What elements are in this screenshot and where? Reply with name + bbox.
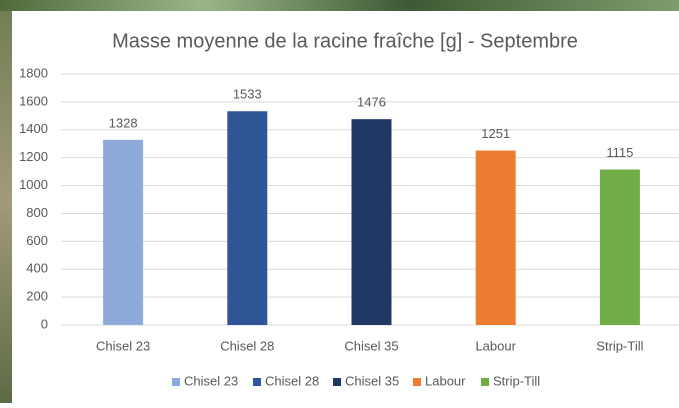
legend-label: Chisel 28 [265,373,319,388]
legend-swatch [172,378,180,386]
background-photo-top [0,0,679,11]
y-tick-label: 1200 [19,149,48,164]
legend-swatch [413,378,421,386]
data-label: 1328 [109,115,138,130]
x-tick-label: Chisel 28 [220,338,274,353]
legend-label: Chisel 23 [184,373,238,388]
bar [351,119,392,326]
y-tick-label: 1000 [19,177,48,192]
legend-label: Strip-Till [493,373,540,388]
data-label: 1533 [233,87,262,102]
y-tick-label: 200 [26,289,48,304]
bar [599,169,640,325]
y-tick-label: 800 [26,205,48,220]
bar [227,111,268,326]
data-label: 1476 [357,95,386,110]
legend-label: Labour [425,373,466,388]
y-tick-label: 400 [26,261,48,276]
bar [103,139,144,325]
x-tick-label: Chisel 23 [96,338,150,353]
y-tick-label: 1600 [19,93,48,108]
data-label: 1115 [606,145,633,160]
y-tick-label: 1800 [19,65,48,80]
legend-swatch [253,378,261,386]
legend-swatch [333,378,341,386]
y-tick-label: 1400 [19,121,48,136]
legend-label: Chisel 35 [345,373,399,388]
data-label: 1251 [481,126,510,141]
y-tick-label: 600 [26,233,48,248]
x-tick-label: Labour [475,338,516,353]
bar [475,150,516,325]
x-tick-label: Strip-Till [596,338,643,353]
x-tick-label: Chisel 35 [344,338,398,353]
y-tick-label: 0 [41,316,48,331]
legend-swatch [481,378,489,386]
chart-title: Masse moyenne de la racine fraîche [g] -… [112,30,578,52]
